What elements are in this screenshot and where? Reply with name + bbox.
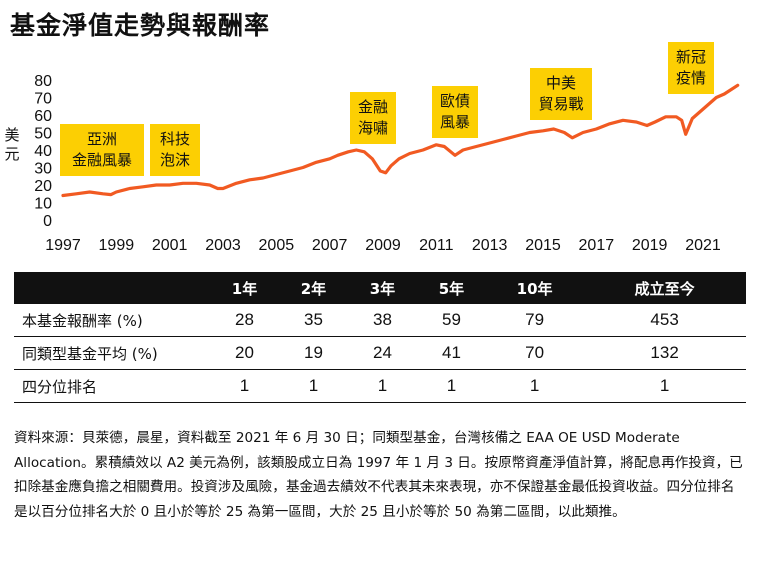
x-tick-label: 2001 xyxy=(152,237,188,254)
table-header-cell: 成立至今 xyxy=(583,272,746,304)
page-title: 基金淨值走勢與報酬率 xyxy=(10,11,271,40)
table-cell: 41 xyxy=(416,336,486,370)
y-tick-label: 0 xyxy=(43,213,52,230)
annotation-label: 風暴 xyxy=(440,113,470,131)
y-axis-label-char: 元 xyxy=(4,145,19,163)
annotation-box xyxy=(530,68,592,120)
nav-series-line xyxy=(61,83,740,198)
y-tick-label: 50 xyxy=(34,126,52,143)
table-header-cell: 3年 xyxy=(347,272,417,304)
y-tick-label: 80 xyxy=(34,73,52,90)
table-cell: 70 xyxy=(485,336,584,370)
annotation-box xyxy=(432,86,478,138)
annotation-label: 歐債 xyxy=(440,92,470,110)
annotation-box xyxy=(60,124,144,176)
x-axis-ticks: 1997 1999 2001 2003 2005 2007 2009 2011 2013 2015… xyxy=(45,237,721,254)
series-lines xyxy=(61,83,740,198)
x-tick-label: 2017 xyxy=(579,237,615,254)
y-tick-label: 20 xyxy=(34,178,52,195)
table-cell: 38 xyxy=(347,304,417,337)
x-tick-label: 2003 xyxy=(205,237,241,254)
table-cell: 453 xyxy=(583,304,746,337)
annotation-label: 科技 xyxy=(160,130,190,148)
table-header-blank xyxy=(14,272,210,304)
x-tick-label: 2021 xyxy=(685,237,721,254)
row-label: 同類型基金平均 (%) xyxy=(14,336,210,370)
table-row: 四分位排名 1 1 1 1 1 1 xyxy=(14,369,746,403)
row-label: 本基金報酬率 (%) xyxy=(14,304,210,337)
annotation-label: 金融風暴 xyxy=(72,151,132,169)
x-tick-label: 2011 xyxy=(419,237,454,254)
x-tick-label: 2009 xyxy=(365,237,401,254)
x-tick-label: 2007 xyxy=(312,237,348,254)
table-cell: 28 xyxy=(210,304,279,337)
annotation-label: 亞洲 xyxy=(87,130,117,148)
table-cell: 35 xyxy=(278,304,348,337)
x-tick-label: 2013 xyxy=(472,237,508,254)
y-axis-label-char: 美 xyxy=(4,126,19,144)
y-tick-label: 70 xyxy=(34,91,52,108)
table-cell: 132 xyxy=(583,336,746,370)
table-row: 同類型基金平均 (%) 20 19 24 41 70 132 xyxy=(14,336,746,370)
annotation-label: 新冠 xyxy=(676,48,706,66)
table-cell: 1 xyxy=(485,369,584,403)
annotation-box xyxy=(350,92,396,144)
table-header-cell: 10年 xyxy=(485,272,584,304)
annotation-label: 泡沫 xyxy=(160,151,190,169)
x-tick-label: 1999 xyxy=(99,237,135,254)
y-axis-label: 美元 xyxy=(4,126,19,163)
table-header-cell: 5年 xyxy=(416,272,486,304)
x-tick-label: 2005 xyxy=(259,237,295,254)
annotation-label: 海嘯 xyxy=(358,119,388,137)
table-header-cell: 1年 xyxy=(210,272,279,304)
table-cell: 1 xyxy=(278,369,348,403)
table-cell: 1 xyxy=(210,369,279,403)
x-tick-label: 2019 xyxy=(632,237,668,254)
table-cell: 19 xyxy=(278,336,348,370)
table-cell: 59 xyxy=(416,304,486,337)
table-header-cell: 2年 xyxy=(278,272,348,304)
annotation-label: 中美 xyxy=(546,74,576,92)
table-cell: 79 xyxy=(485,304,584,337)
x-tick-label: 2015 xyxy=(525,237,561,254)
y-tick-label: 40 xyxy=(34,143,52,160)
annotation-label: 疫情 xyxy=(676,69,706,87)
table-cell: 24 xyxy=(347,336,417,370)
table-cell: 1 xyxy=(583,369,746,403)
annotation-box xyxy=(668,42,714,94)
x-tick-label: 1997 xyxy=(45,237,81,254)
y-tick-label: 10 xyxy=(34,196,52,213)
table-cell: 1 xyxy=(416,369,486,403)
table-header-row: 1年 2年 3年 5年 10年 成立至今 xyxy=(14,272,746,304)
table-row: 本基金報酬率 (%) 28 35 38 59 79 453 xyxy=(14,304,746,337)
annotation-box xyxy=(150,124,200,176)
y-tick-label: 30 xyxy=(34,161,52,178)
table-cell: 1 xyxy=(347,369,417,403)
annotation-label: 貿易戰 xyxy=(538,95,583,113)
footnote: 資料來源：貝萊德，晨星，資料截至 2021 年 6 月 30 日；同類型基金，台… xyxy=(14,430,743,520)
annotation-label: 金融 xyxy=(358,98,388,116)
row-label: 四分位排名 xyxy=(14,369,210,403)
y-tick-label: 60 xyxy=(34,108,52,125)
table-body: 本基金報酬率 (%) 28 35 38 59 79 453 同類型基金平均 (%) 20 19 24… xyxy=(14,304,746,403)
performance-table: 1年 2年 3年 5年 10年 成立至今 本基金報酬率 (%) 28 35 38 59 79 453 同… xyxy=(14,272,746,403)
table-cell: 20 xyxy=(210,336,279,370)
